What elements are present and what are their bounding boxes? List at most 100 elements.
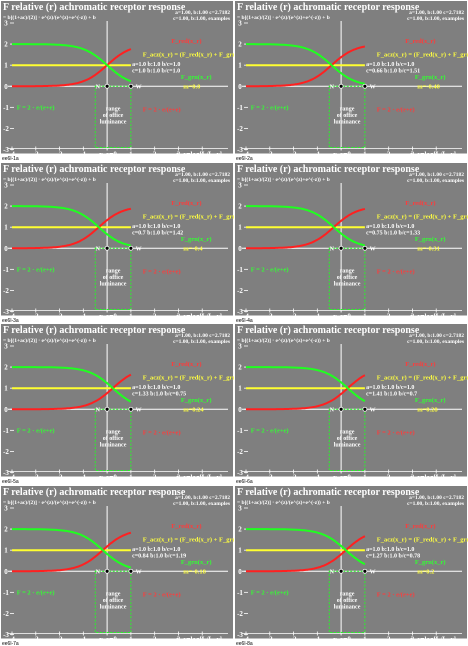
x-tick-label: 3 [411,474,415,482]
y-tick-label: -3 [237,308,243,316]
y-tick-label: -1 [237,427,243,435]
series-red [12,531,132,572]
y-tick-label: 0 [4,83,8,91]
legend-red: F_red(x_r) [405,38,435,45]
param-line: c=0.7 b:1.0 b/c=1.42 [132,230,183,236]
x-tick-label: -2 [291,635,297,643]
legend-yellow: F_acz(x_r) = (F_red(x_r) + F_grn(x_r)) /… [143,213,234,220]
x-tick-label: -1 [314,312,320,320]
x-tick-label: -3 [33,635,39,643]
x-tick-label: 2 [153,151,157,159]
x-tick-label: -2 [291,312,297,320]
range-label: of office [103,597,124,603]
x-tick-label: -1 [80,151,86,159]
formula-scale: a=1.00, b:1.00 c=2.7182 [409,172,464,178]
panel-id: ee6l-3a [2,318,19,324]
white-label: W [370,246,376,252]
x-tick-label: -2 [57,151,63,159]
x-tick-label: 1 [129,635,133,643]
legend-yellow: F_acz(x_r) = (F_red(x_r) + F_grn(x_r)) /… [377,52,468,59]
range-label: of office [337,274,358,280]
x0-label: x_r=0 [333,474,351,482]
y-tick-label: -3 [237,469,243,477]
mid-point [338,245,344,251]
x-tick-label: -2 [57,312,63,320]
range-label: range [340,429,355,435]
range-label: of office [337,597,358,603]
x-tick-label: -1 [314,151,320,159]
y-tick-label: 3 [238,343,242,351]
left-formula: F = 2 · e/(e+e) [17,589,55,596]
range-label: range [340,106,355,112]
formula-main: = b[(1+ac)/(2)] · e^(z)/(e^(z)+e^(-z)) +… [3,176,96,183]
legend-red: F_red(x_r) [405,200,435,207]
white-label: W [136,84,142,90]
mid-label: N [330,246,335,252]
chart-title: F relative (r) achromatic receptor respo… [3,487,186,498]
formula-scale: a=1.00, b:1.00 c=2.7182 [175,10,230,16]
chart-panel: F relative (r) achromatic receptor respo… [234,323,468,485]
x-tick-label: 2 [387,312,391,320]
legend-green: F_grn(x_r) [181,397,212,404]
legend-yellow: F_acz(x_r) = (F_red(x_r) + F_grn(x_r)) /… [143,52,234,59]
panel-id: ee6l-2a [236,156,253,162]
range-label: range [340,268,355,274]
legend-green: F_grn(x_r) [415,235,446,242]
param-line: a=1.0 b:1.0 b/c=1.0 [366,547,414,553]
range-label: luminance [100,442,127,448]
y-tick-label: 3 [238,20,242,28]
param-line: c=0.75 b:1.0 b/c=1.33 [366,230,420,236]
x0-label: x_r=0 [99,312,117,320]
white-label: W [370,569,376,575]
chart-title: F relative (r) achromatic receptor respo… [3,325,186,336]
white-point [128,568,134,574]
series-red [12,373,132,411]
x-tick-label: 3 [177,151,181,159]
shift-value: m=0.28 [417,406,438,413]
x-tick-label: 2 [153,312,157,320]
y-tick-label: -1 [237,588,243,596]
x-tick-label: 4 [434,151,438,159]
range-label: luminance [334,604,361,610]
y-tick-label: 2 [238,364,242,372]
x-tick-label: 1 [363,474,367,482]
chart-panel: F relative (r) achromatic receptor respo… [234,484,468,646]
white-label: W [370,84,376,90]
chart-svg: F relative (r) achromatic receptor respo… [0,484,234,646]
white-point [128,83,134,89]
x-tick-label: -2 [57,635,63,643]
right-formula: F = 2 · e/(e+e) [377,268,415,275]
range-label: range [106,429,121,435]
formula-scale: a=1.00, b:1.00 c=2.7182 [409,333,464,339]
y-tick-label: 1 [238,385,242,393]
y-tick-label: 1 [4,385,8,393]
x-tick-label: -1 [80,474,86,482]
office-range-box [94,247,132,310]
series-green [12,527,132,569]
x-tick-label: 3 [177,474,181,482]
chart-title: F relative (r) achromatic receptor respo… [237,487,420,498]
office-range-box [94,408,132,471]
y-tick-label: 3 [4,20,8,28]
series-green [12,204,132,247]
mid-label: N [96,84,101,90]
white-point [362,83,368,89]
plot-area [235,1,467,154]
legend-red: F_red(x_r) [171,200,201,207]
param-line: c=1.33 b:1.0 b/c=0.75 [132,392,186,398]
x-tick-label: -4 [9,312,15,320]
legend-red: F_red(x_r) [171,38,201,45]
x-axis-label: x_r=log[L/L_r] [410,635,456,643]
x-tick-label: 4 [434,635,438,643]
x0-label: x_r=0 [333,151,351,159]
legend-green: F_grn(x_r) [415,397,446,404]
formula-main: = b[(1+ac)/(2)] · e^(z)/(e^(z)+e^(-z)) +… [237,337,330,344]
y-tick-label: 0 [238,567,242,575]
legend-yellow: F_acz(x_r) = (F_red(x_r) + F_grn(x_r)) /… [377,375,468,382]
legend-green: F_grn(x_r) [415,558,446,565]
y-tick-label: -1 [3,104,9,112]
formula-params: c=1.00, b:1.00, examples [407,501,464,507]
legend-red: F_red(x_r) [405,523,435,530]
y-tick-label: 0 [238,244,242,252]
